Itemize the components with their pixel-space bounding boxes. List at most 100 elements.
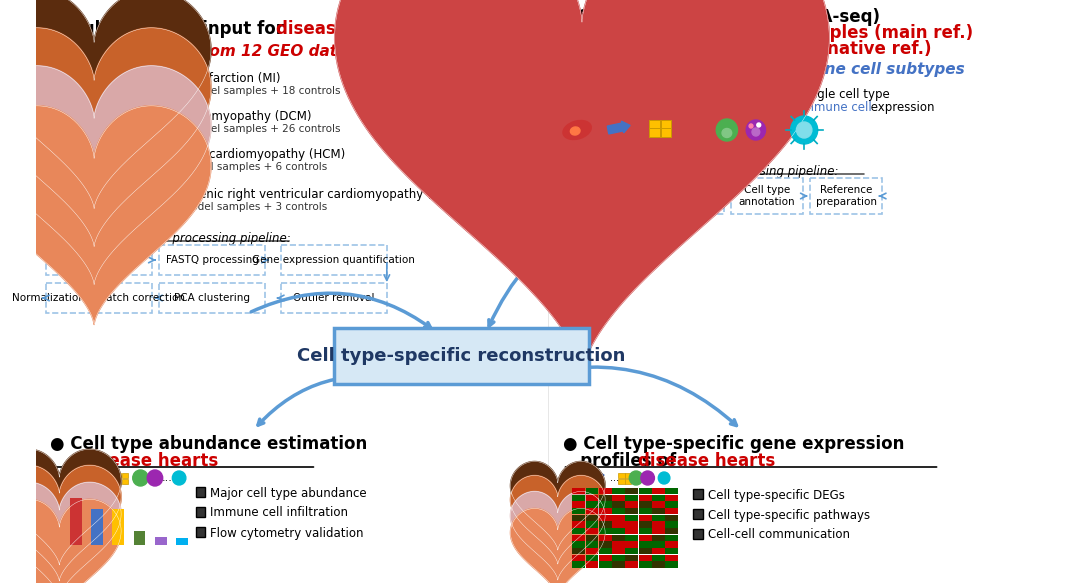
FancyBboxPatch shape [176, 538, 187, 545]
Text: ◆: ◆ [562, 165, 576, 178]
FancyBboxPatch shape [572, 508, 585, 514]
Circle shape [658, 472, 670, 484]
FancyBboxPatch shape [92, 509, 103, 545]
FancyBboxPatch shape [586, 515, 599, 521]
Ellipse shape [571, 127, 580, 135]
Text: o: o [652, 129, 656, 135]
FancyBboxPatch shape [586, 488, 599, 494]
FancyBboxPatch shape [649, 120, 659, 128]
Polygon shape [0, 106, 211, 325]
FancyBboxPatch shape [652, 528, 665, 534]
Text: 4- Arrhythmogenic right ventricular cardiomyopathy (ARVC): 4- Arrhythmogenic right ventricular card… [113, 188, 469, 201]
Circle shape [641, 471, 654, 485]
FancyBboxPatch shape [599, 561, 611, 567]
FancyBboxPatch shape [599, 548, 611, 554]
FancyBboxPatch shape [280, 283, 387, 313]
Text: IM: IM [770, 88, 808, 116]
FancyBboxPatch shape [562, 178, 630, 214]
Text: disease hearts: disease hearts [638, 452, 775, 470]
Polygon shape [0, 66, 211, 285]
FancyBboxPatch shape [572, 554, 585, 561]
FancyBboxPatch shape [652, 554, 665, 561]
FancyBboxPatch shape [666, 501, 678, 507]
Text: expression: expression [867, 101, 934, 114]
Text: Cell type-specific pathways: Cell type-specific pathways [707, 508, 870, 522]
FancyBboxPatch shape [693, 489, 703, 499]
Text: Reference
preparation: Reference preparation [816, 185, 876, 207]
Text: ● Single cell RNA-seq (scRNA-seq): ● Single cell RNA-seq (scRNA-seq) [558, 8, 880, 26]
FancyBboxPatch shape [619, 479, 625, 484]
FancyBboxPatch shape [46, 283, 152, 313]
FancyBboxPatch shape [612, 535, 625, 541]
FancyBboxPatch shape [810, 178, 883, 214]
FancyBboxPatch shape [599, 535, 611, 541]
FancyBboxPatch shape [666, 548, 678, 554]
FancyBboxPatch shape [612, 561, 625, 567]
FancyBboxPatch shape [652, 535, 665, 541]
FancyBboxPatch shape [625, 554, 638, 561]
FancyBboxPatch shape [660, 120, 671, 128]
Ellipse shape [717, 119, 737, 141]
Circle shape [173, 471, 186, 485]
FancyBboxPatch shape [196, 527, 206, 537]
Polygon shape [0, 28, 211, 247]
Text: Single cell type: Single cell type [800, 88, 890, 101]
Text: ◆: ◆ [50, 232, 63, 245]
Text: disease hearts: disease hearts [276, 20, 413, 38]
Text: Single cell RNA-seq data processing pipeline:: Single cell RNA-seq data processing pipe… [572, 165, 839, 178]
FancyBboxPatch shape [666, 488, 678, 494]
FancyBboxPatch shape [70, 498, 82, 545]
FancyBboxPatch shape [639, 561, 652, 567]
FancyBboxPatch shape [639, 528, 652, 534]
FancyBboxPatch shape [625, 521, 638, 528]
FancyBboxPatch shape [113, 509, 124, 545]
FancyBboxPatch shape [652, 515, 665, 521]
FancyBboxPatch shape [280, 245, 387, 275]
FancyBboxPatch shape [625, 561, 638, 567]
FancyBboxPatch shape [731, 178, 803, 214]
Text: and disease samples (alternative ref.): and disease samples (alternative ref.) [575, 40, 932, 58]
Text: Cell type-specific reconstruction: Cell type-specific reconstruction [297, 347, 625, 365]
FancyArrow shape [593, 473, 604, 480]
FancyBboxPatch shape [612, 515, 625, 521]
FancyBboxPatch shape [612, 494, 625, 501]
FancyBboxPatch shape [666, 515, 678, 521]
Ellipse shape [752, 128, 759, 136]
Text: ...: ... [772, 121, 787, 135]
FancyBboxPatch shape [666, 494, 678, 501]
FancyBboxPatch shape [159, 283, 265, 313]
FancyBboxPatch shape [572, 561, 585, 567]
FancyBboxPatch shape [586, 548, 599, 554]
Polygon shape [0, 0, 211, 209]
FancyBboxPatch shape [625, 488, 638, 494]
FancyBboxPatch shape [612, 501, 625, 507]
FancyBboxPatch shape [625, 515, 638, 521]
Circle shape [797, 122, 812, 138]
FancyBboxPatch shape [572, 535, 585, 541]
FancyBboxPatch shape [652, 494, 665, 501]
FancyBboxPatch shape [666, 528, 678, 534]
Circle shape [790, 116, 818, 144]
Circle shape [133, 470, 148, 486]
Text: ...: ... [634, 121, 648, 135]
Ellipse shape [56, 472, 73, 484]
FancyBboxPatch shape [586, 554, 599, 561]
FancyBboxPatch shape [666, 508, 678, 514]
FancyBboxPatch shape [639, 494, 652, 501]
FancyBboxPatch shape [639, 488, 652, 494]
Text: ...: ... [610, 473, 619, 483]
Text: o: o [663, 129, 668, 135]
Polygon shape [510, 462, 605, 550]
FancyBboxPatch shape [586, 561, 599, 567]
FancyBboxPatch shape [625, 501, 638, 507]
FancyBboxPatch shape [652, 521, 665, 528]
FancyBboxPatch shape [121, 473, 128, 478]
Text: ● Cell type-specific gene expression: ● Cell type-specific gene expression [562, 435, 904, 453]
FancyBboxPatch shape [625, 473, 632, 478]
Text: o: o [663, 121, 668, 127]
FancyBboxPatch shape [652, 548, 665, 554]
FancyBboxPatch shape [121, 479, 128, 484]
FancyBboxPatch shape [625, 479, 632, 484]
Text: immune cell: immune cell [800, 101, 872, 114]
Text: ➤: ➤ [571, 62, 584, 77]
